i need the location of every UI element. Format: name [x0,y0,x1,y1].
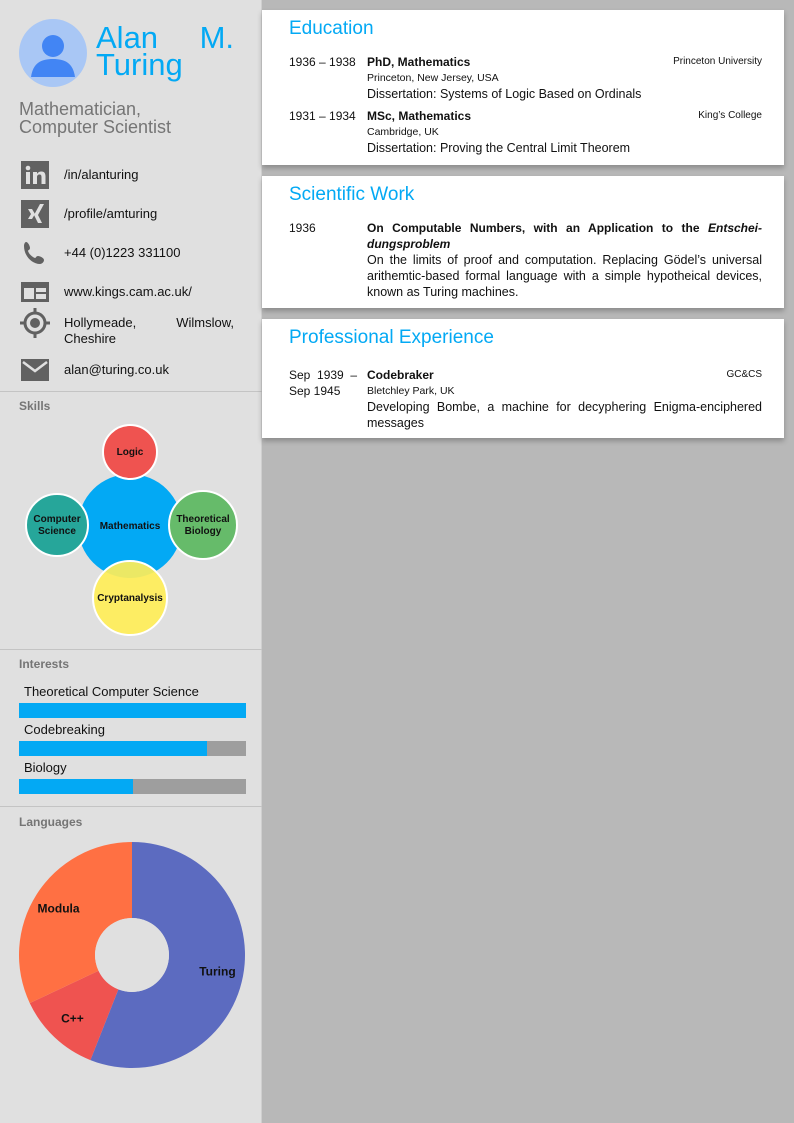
job-title: Mathematician, Computer Scientist [19,100,249,136]
contact-linkedin[interactable]: /in/alanturing [20,160,240,190]
section-title: Education [289,18,374,39]
sidebar: Alan M. Turing Mathematician, Computer S… [0,0,262,1123]
skill-label: Logic [117,447,144,458]
divider [0,649,262,650]
education-card: Education 1936 – 1938 PhD, Mathematics Pr… [262,10,784,165]
language-slice-modula [19,842,132,1004]
skill-bubble-logic [102,424,158,480]
language-slice-turing [90,842,246,1068]
interest-label: Theoretical Computer Science [24,684,199,699]
interest-bar [19,703,246,718]
entry-date: 1936 – 1938 [289,55,356,69]
entry-date: 1931 – 1934 [289,109,356,123]
skill-center-label: Mathematics [100,521,161,532]
interest-bar-fill [19,741,208,756]
skills-label: Skills [19,399,51,413]
entry-location: Princeton, New Jersey, USA [367,72,499,84]
entry-title-text: On Computable Numbers, with an Applicati… [367,221,708,235]
interest-label: Biology [24,760,67,775]
entry-description: On the limits of proof and computation. … [367,253,762,299]
person-name: Alan M. Turing [96,20,234,82]
languages-donut-chart: Turing C++ Modula [19,842,246,1068]
skill-center-circle [78,474,182,578]
first-name: Alan [96,20,159,55]
entry-org: GC&CS [726,369,762,380]
entry-date: Sep 1939 – Sep 1945 [289,367,367,399]
contact-xing[interactable]: /profile/amturing [20,199,240,229]
language-label: Modula [38,901,80,915]
language-label: C++ [61,1011,84,1025]
job-title-line2: Computer Scientist [19,117,172,137]
linkedin-icon [20,160,50,190]
skill-bubble-biology [168,490,238,560]
entry-location: Cambridge, UK [367,126,439,138]
entry-title: MSc, Mathematics [367,109,472,123]
location-icon [20,308,50,338]
contact-text: www.kings.cam.ac.uk/ [64,284,192,299]
interest-bar-fill [19,703,246,718]
skill-label: Computer [33,514,80,525]
contact-address: Hollymeade, Wilmslow, Cheshire [20,308,240,347]
xing-icon [20,199,50,229]
skill-label: Cryptanalysis [97,593,163,604]
entry-title: On Computable Numbers, with an Applicati… [367,220,762,236]
entry-org: King’s College [698,110,762,121]
contact-text: alan@turing.co.uk [64,362,169,377]
language-slice-cplus [29,970,119,1061]
phone-icon [20,238,50,268]
scientific-work-card: Scientific Work 1936 On Computable Numbe… [262,176,784,308]
contact-text: Hollymeade, Wilmslow, Cheshire [64,315,234,346]
person-icon [31,35,75,77]
language-label: Turing [199,964,235,978]
job-title-line1: Mathematician, [19,99,142,119]
entry-date-end: Sep 1945 [289,384,341,398]
skill-label: Biology [185,526,222,537]
entry-description: Dissertation: Systems of Logic Based on … [367,87,642,101]
divider [0,806,262,807]
interest-bar [19,741,246,756]
entry-title: PhD, Mathematics [367,55,471,69]
education-entry: 1931 – 1934 MSc, Mathematics King’s Colle… [289,108,762,158]
interest-label: Codebreaking [24,722,105,737]
divider [0,391,262,392]
entry-location: Bletchley Park, UK [367,385,455,397]
entry-title-continued: dungsproblem [367,237,451,251]
experience-entry: Sep 1939 – Sep 1945 Codebraker GC&CS Blet… [289,367,762,431]
skill-label: Theoretical [176,514,230,525]
browser-icon [20,277,50,307]
entry-title: Codebraker [367,368,434,382]
contact-text: /in/alanturing [64,167,139,182]
scientific-entry: 1936 On Computable Numbers, with an Appl… [289,220,762,300]
skill-bubble-computer-science [25,493,89,557]
section-title: Professional Experience [289,327,494,348]
entry-date-start: Sep 1939 – [289,368,358,382]
contact-email[interactable]: alan@turing.co.uk [20,355,240,385]
entry-description: Developing Bombe, a machine for decypher… [367,400,762,430]
contact-phone[interactable]: +44 (0)1223 331100 [20,238,240,268]
interest-bar [19,779,246,794]
interest-bar-fill [19,779,133,794]
section-title: Scientific Work [289,184,415,205]
entry-title-italic: Entschei- [707,221,762,235]
skill-label: Science [38,526,76,537]
donut-hole [95,918,169,992]
experience-card: Professional Experience Sep 1939 – Sep 1… [262,319,784,438]
skill-bubble-cryptanalysis [92,560,168,636]
education-entry: 1936 – 1938 PhD, Mathematics Princeton Un… [289,54,762,104]
interests-label: Interests [19,657,70,671]
entry-org: Princeton University [673,56,762,67]
contact-text: +44 (0)1223 331100 [64,245,181,260]
contact-text: /profile/amturing [64,206,158,221]
avatar [19,19,87,87]
languages-label: Languages [19,815,83,829]
last-name: Turing [96,47,183,82]
middle-initial: M. [199,20,234,55]
skills-diagram: Mathematics Logic Theoretical Biology Cr… [25,424,238,636]
entry-description: Dissertation: Proving the Central Limit … [367,141,631,155]
email-icon [20,355,50,385]
entry-date: 1936 [289,221,316,235]
contact-website[interactable]: www.kings.cam.ac.uk/ [20,277,240,307]
